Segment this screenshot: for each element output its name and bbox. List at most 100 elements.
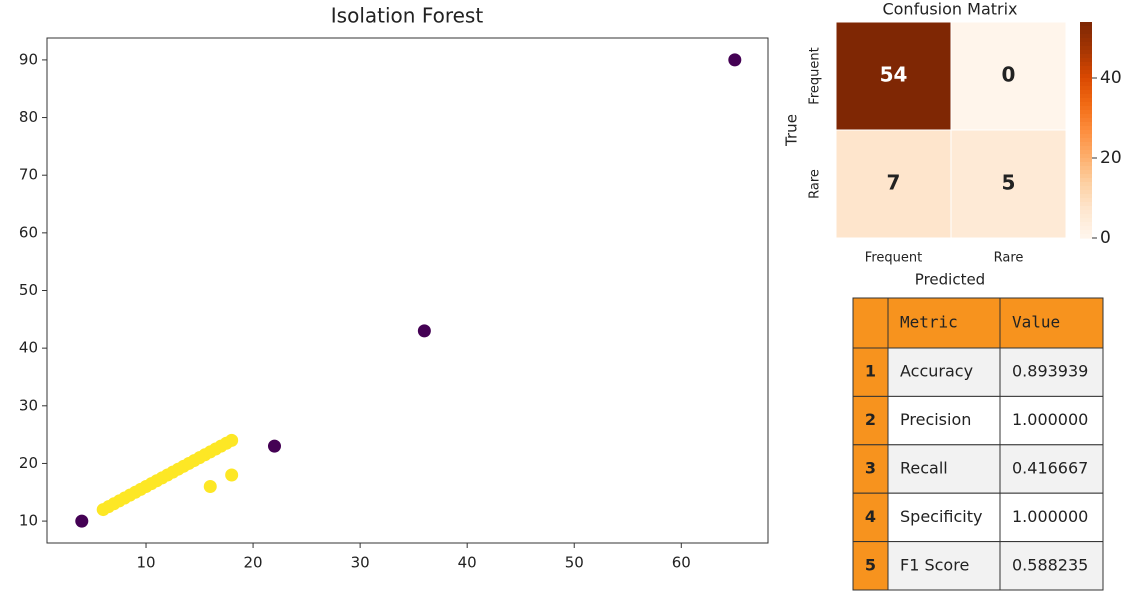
colorbar-step [1080, 146, 1092, 151]
colorbar-step [1080, 230, 1092, 235]
colorbar-step [1080, 58, 1092, 63]
table-cell [887, 395, 1001, 446]
y-tick-label: 40 [19, 339, 38, 357]
row-index: 2 [865, 410, 876, 429]
colorbar-step [1080, 178, 1092, 183]
colorbar-step [1080, 106, 1092, 111]
table-cell [999, 444, 1104, 494]
point [728, 53, 742, 67]
cell-text: Recall [900, 459, 948, 478]
cell-text: 0.893939 [1012, 362, 1088, 381]
colorbar-step [1080, 62, 1092, 67]
y-tick-label: 70 [19, 166, 38, 184]
colorbar-step [1080, 166, 1092, 171]
point [75, 514, 89, 528]
cell-text: Specificity [900, 507, 982, 526]
colorbar-label: 20 [1100, 148, 1122, 168]
cell-label: 0 [1002, 63, 1016, 87]
row-index: 3 [865, 459, 876, 478]
colorbar-step [1080, 54, 1092, 59]
row-index: 1 [865, 362, 876, 381]
x-tick-label: 20 [244, 554, 263, 572]
colorbar-step [1080, 126, 1092, 131]
y-tick-label: Frequent [808, 47, 823, 104]
colorbar-step [1080, 194, 1092, 199]
colorbar-step [1080, 210, 1092, 215]
colorbar-step [1080, 186, 1092, 191]
header-cell [887, 297, 1001, 349]
colorbar-step [1080, 114, 1092, 119]
colorbar-step [1080, 214, 1092, 219]
colorbar-step [1080, 222, 1092, 227]
colorbar-step [1080, 226, 1092, 231]
table-cell [852, 541, 889, 591]
table-cell [999, 347, 1104, 397]
colorbar-step [1080, 182, 1092, 187]
y-tick-label: 80 [19, 108, 38, 126]
colorbar-step [1080, 38, 1092, 43]
colorbar-label: 40 [1100, 68, 1122, 88]
y-tick-label: Rare [808, 169, 823, 199]
colorbar-step [1080, 86, 1092, 91]
heatmap-cell [950, 129, 1067, 239]
colorbar-step [1080, 26, 1092, 31]
y-tick-label: 60 [19, 223, 38, 241]
colorbar-step [1080, 90, 1092, 95]
colorbar-step [1080, 110, 1092, 115]
colorbar-step [1080, 150, 1092, 155]
x-tick-label: 50 [565, 554, 584, 572]
header-text: Metric [900, 313, 958, 332]
colorbar-step [1080, 82, 1092, 87]
x-axis-label: Predicted [915, 271, 985, 289]
heatmap-cell [950, 21, 1067, 131]
colorbar-step [1080, 74, 1092, 79]
colorbar-label: 0 [1100, 228, 1111, 248]
heatmap-cell [835, 21, 952, 131]
point [225, 433, 239, 447]
colorbar-step [1080, 70, 1092, 75]
colorbar-step [1080, 234, 1092, 239]
colorbar-step [1080, 42, 1092, 47]
point [267, 439, 281, 453]
colorbar-step [1080, 94, 1092, 99]
colorbar-step [1080, 142, 1092, 147]
colorbar-step [1080, 78, 1092, 83]
table-cell [852, 492, 889, 543]
x-tick-label: Frequent [865, 251, 922, 266]
plot-frame [46, 37, 769, 544]
header-cell [999, 297, 1104, 349]
colorbar-step [1080, 134, 1092, 139]
x-tick-label: 60 [672, 554, 691, 572]
table-cell [999, 492, 1104, 543]
row-index: 4 [865, 507, 876, 526]
heatmap-cell [835, 129, 952, 239]
colorbar-step [1080, 202, 1092, 207]
cell-text: F1 Score [900, 555, 969, 574]
x-tick-label: 40 [458, 554, 477, 572]
heatmap-title: Confusion Matrix [882, 0, 1017, 19]
y-tick-label: 50 [19, 281, 38, 299]
colorbar-step [1080, 122, 1092, 127]
y-tick-label: 30 [19, 396, 38, 414]
table-cell [999, 395, 1104, 446]
y-tick-label: 10 [19, 512, 38, 530]
colorbar-step [1080, 198, 1092, 203]
table-cell [887, 444, 1001, 494]
point [417, 324, 431, 338]
colorbar-step [1080, 102, 1092, 107]
row-index: 5 [865, 555, 876, 574]
colorbar-step [1080, 138, 1092, 143]
cell-text: 1.000000 [1012, 507, 1088, 526]
colorbar-step [1080, 118, 1092, 123]
point [225, 468, 239, 482]
header-cell [852, 297, 889, 349]
colorbar-step [1080, 218, 1092, 223]
colorbar-step [1080, 174, 1092, 179]
x-tick-label: 10 [136, 554, 155, 572]
cell-text: Accuracy [900, 362, 973, 381]
scatter-title: Isolation Forest [331, 4, 484, 28]
colorbar-step [1080, 66, 1092, 71]
cell-label: 54 [880, 63, 908, 87]
